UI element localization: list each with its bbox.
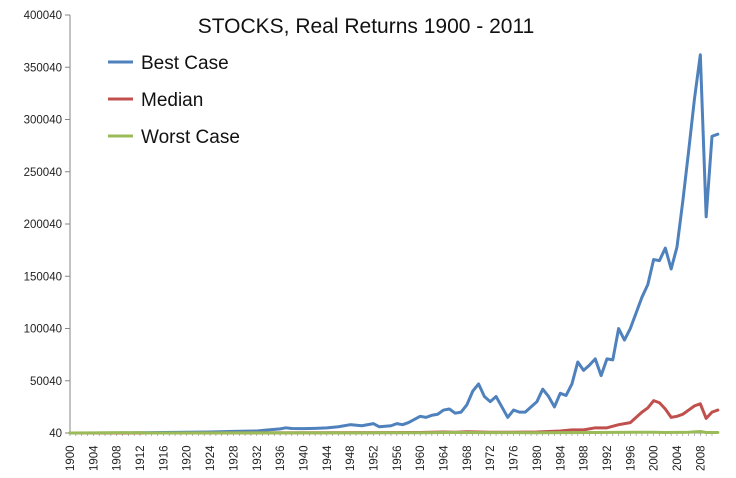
- x-tick-label: 1944: [322, 445, 334, 471]
- x-tick-label: 1952: [368, 445, 380, 471]
- x-tick-label: 1968: [462, 445, 474, 471]
- series-line-best-case: [68, 53, 720, 435]
- x-tick-label: 1924: [205, 445, 217, 471]
- x-tick-label: 1916: [158, 445, 170, 471]
- x-tick-labels: 1900 1904 1908 1912 1916 1920 1924 1928 1932 1936…: [65, 445, 707, 471]
- x-tick-label: 2004: [672, 445, 684, 471]
- y-tick-label: 150040: [24, 271, 62, 283]
- x-tick-label: 1904: [88, 445, 100, 471]
- y-tick-label: 400040: [24, 10, 62, 22]
- series-lines: [68, 53, 720, 435]
- x-tick-label: 1920: [182, 445, 194, 471]
- x-tick-label: 1900: [65, 445, 77, 471]
- series-line-median: [68, 399, 720, 435]
- axes: [65, 14, 713, 436]
- y-tick-labels: 40 50040 100040 150040 200040 250040 300040 350…: [24, 10, 62, 440]
- x-tick-label: 1932: [252, 445, 264, 471]
- legend: Best Case Median Worst Case: [108, 53, 240, 148]
- x-tick-label: 1980: [532, 445, 544, 471]
- x-tick-label: 2000: [649, 445, 661, 471]
- x-tick-label: 1996: [625, 445, 637, 471]
- legend-label: Best Case: [141, 53, 229, 74]
- x-tick-label: 1972: [485, 445, 497, 471]
- x-tick-label: 1976: [509, 445, 521, 471]
- x-tick-label: 1936: [275, 445, 287, 471]
- y-tick-label: 50040: [30, 376, 62, 388]
- x-tick-label: 2008: [695, 445, 707, 471]
- y-tick-label: 250040: [24, 167, 62, 179]
- x-tick-label: 1984: [555, 445, 567, 471]
- x-tick-label: 1956: [392, 445, 404, 471]
- x-tick-label: 1992: [602, 445, 614, 471]
- x-tick-label: 1908: [112, 445, 124, 471]
- y-tick-label: 100040: [24, 324, 62, 336]
- chart-title: STOCKS, Real Returns 1900 - 2011: [198, 15, 535, 38]
- x-tick-label: 1960: [415, 445, 427, 471]
- y-tick-label: 200040: [24, 219, 62, 231]
- x-tick-label: 1940: [298, 445, 310, 471]
- series-line-worst-case: [68, 429, 720, 435]
- y-tick-label: 350040: [24, 62, 62, 74]
- x-tick-label: 1928: [228, 445, 240, 471]
- y-tick-label: 40: [49, 428, 62, 440]
- x-tick-label: 1988: [579, 445, 591, 471]
- x-tick-label: 1964: [439, 445, 451, 471]
- legend-label: Worst Case: [141, 127, 240, 148]
- x-tick-label: 1912: [135, 445, 147, 471]
- y-tick-label: 300040: [24, 115, 62, 127]
- legend-label: Median: [141, 90, 203, 111]
- x-tick-label: 1948: [345, 445, 357, 471]
